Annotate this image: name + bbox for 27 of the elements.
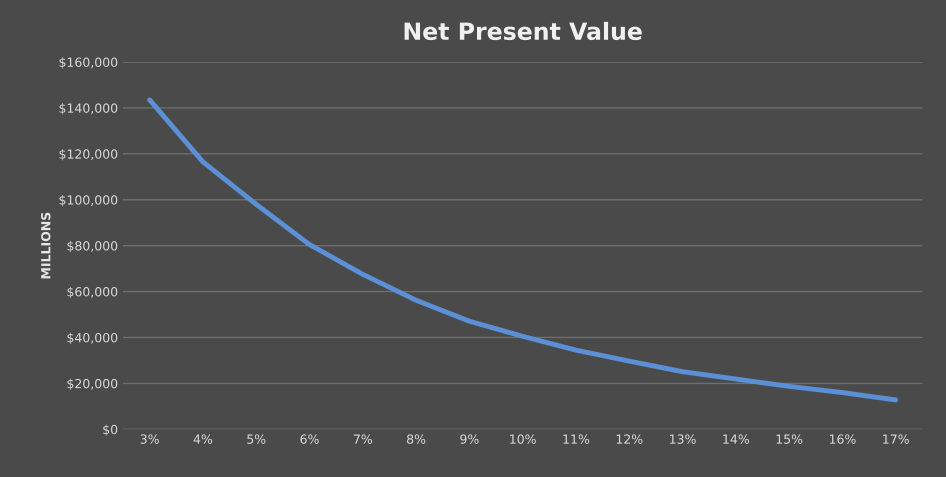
x-tick-label: 14%: [723, 434, 750, 444]
y-tick-label: $80,000: [67, 240, 118, 252]
x-tick-label: 13%: [670, 434, 696, 444]
x-tick-label: 3%: [140, 434, 159, 444]
x-tick-label: 15%: [776, 434, 802, 444]
y-tick-label: $40,000: [67, 332, 118, 344]
x-tick-label: 4%: [194, 434, 212, 444]
chart-title: Net Present Value: [404, 22, 642, 40]
x-tick-label: 11%: [563, 434, 590, 444]
y-tick-label: $20,000: [67, 378, 118, 390]
y-tick-label: $160,000: [60, 57, 118, 69]
x-tick-label: 9%: [460, 434, 479, 444]
x-tick-label: 16%: [830, 434, 856, 444]
x-tick-label: 8%: [407, 434, 426, 444]
y-tick-label: $140,000: [60, 103, 118, 115]
x-tick-label: 7%: [354, 434, 372, 444]
x-tick-label: 10%: [510, 434, 536, 444]
x-tick-label: 17%: [883, 434, 909, 444]
y-tick-label: $0: [103, 424, 118, 436]
x-tick-label: 6%: [300, 434, 319, 444]
x-tick-label: 12%: [616, 434, 642, 444]
y-axis-title: MILLIONS: [41, 212, 50, 278]
y-tick-label: $60,000: [67, 286, 118, 298]
y-tick-label: $100,000: [60, 194, 118, 206]
x-tick-label: 5%: [247, 434, 266, 444]
line-series: [147, 97, 898, 402]
y-tick-label: $120,000: [60, 149, 118, 160]
